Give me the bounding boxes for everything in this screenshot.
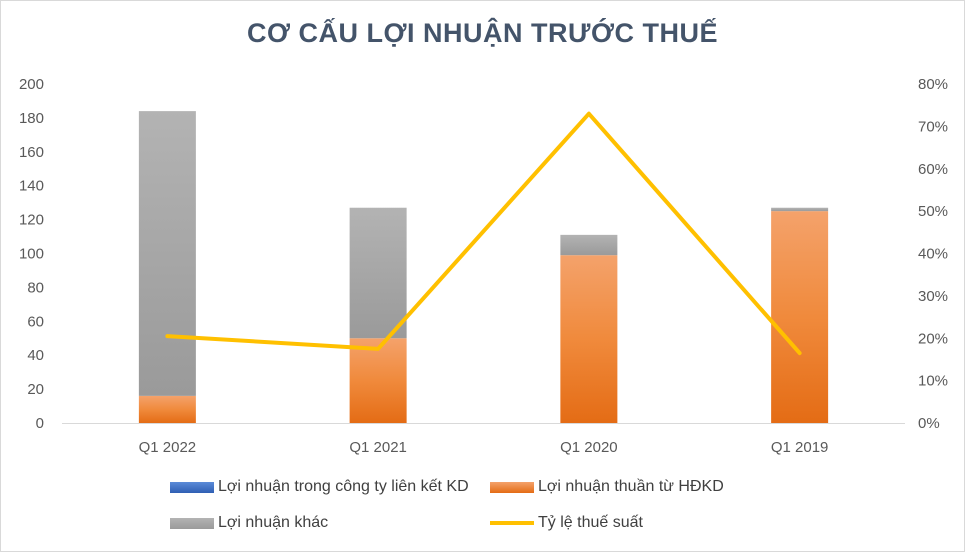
legend-label: Lợi nhuận trong công ty liên kết KD [218,478,469,495]
y2-tick-label: 10% [918,373,948,390]
bar-other-profit [560,234,618,256]
y2-axis-ticks: 0% 10% 20% 30% 40% 50% 60% 70% 80% [918,76,948,432]
x-tick-label: Q1 2020 [560,439,618,456]
bar-operating-profit [560,255,618,423]
tax-rate-line [165,111,802,356]
bar-operating-profit [138,395,196,423]
legend-item-operating-profit: Lợi nhuận thuần từ HĐKD [490,478,724,496]
y-tick-label: 20 [27,381,44,398]
y2-tick-label: 50% [918,203,948,220]
y2-tick-label: 70% [918,118,948,135]
y2-tick-label: 30% [918,288,948,305]
y-axis-ticks: 0 20 40 60 80 100 120 140 160 180 200 [19,76,44,432]
legend-item-associates: Lợi nhuận trong công ty liên kết KD [170,478,469,496]
x-tick-label: Q1 2021 [349,439,407,456]
legend-swatch-orange [490,481,534,493]
bar-operating-profit [771,211,829,423]
y-tick-label: 60 [27,313,44,330]
x-tick-label: Q1 2019 [771,439,829,456]
legend-label: Tỷ lệ thuế suất [538,514,643,531]
y-tick-label: 140 [19,178,44,195]
y2-tick-label: 20% [918,330,948,347]
y2-tick-label: 0% [918,415,940,432]
legend-item-other-profit: Lợi nhuận khác [170,514,328,532]
chart-title: CƠ CẤU LỢI NHUẬN TRƯỚC THUẾ [247,18,718,48]
y-tick-label: 120 [19,212,44,229]
bar-other-profit [138,111,196,396]
y2-tick-label: 60% [918,161,948,178]
legend-swatch-gray [170,517,214,529]
y-tick-label: 180 [19,110,44,127]
y-tick-label: 160 [19,144,44,161]
x-tick-label: Q1 2022 [139,439,197,456]
bar-other-profit [349,207,407,339]
y-tick-label: 40 [27,347,44,364]
legend-label: Lợi nhuận khác [218,514,329,531]
legend-item-tax-rate: Tỷ lệ thuế suất [490,514,643,532]
y-tick-label: 200 [19,76,44,93]
bar-series-group [138,111,829,423]
y-tick-label: 80 [27,279,44,296]
bar-operating-profit [349,338,407,423]
legend-line-yellow [490,521,534,525]
y-tick-label: 100 [19,246,44,263]
y2-tick-label: 40% [918,246,948,263]
x-axis-ticks: Q1 2022 Q1 2021 Q1 2020 Q1 2019 [139,439,829,456]
y-tick-label: 0 [36,415,44,432]
legend-swatch-blue [170,481,214,493]
bar-other-profit [771,207,829,212]
legend-label: Lợi nhuận thuần từ HĐKD [538,478,724,495]
y2-tick-label: 80% [918,76,948,93]
